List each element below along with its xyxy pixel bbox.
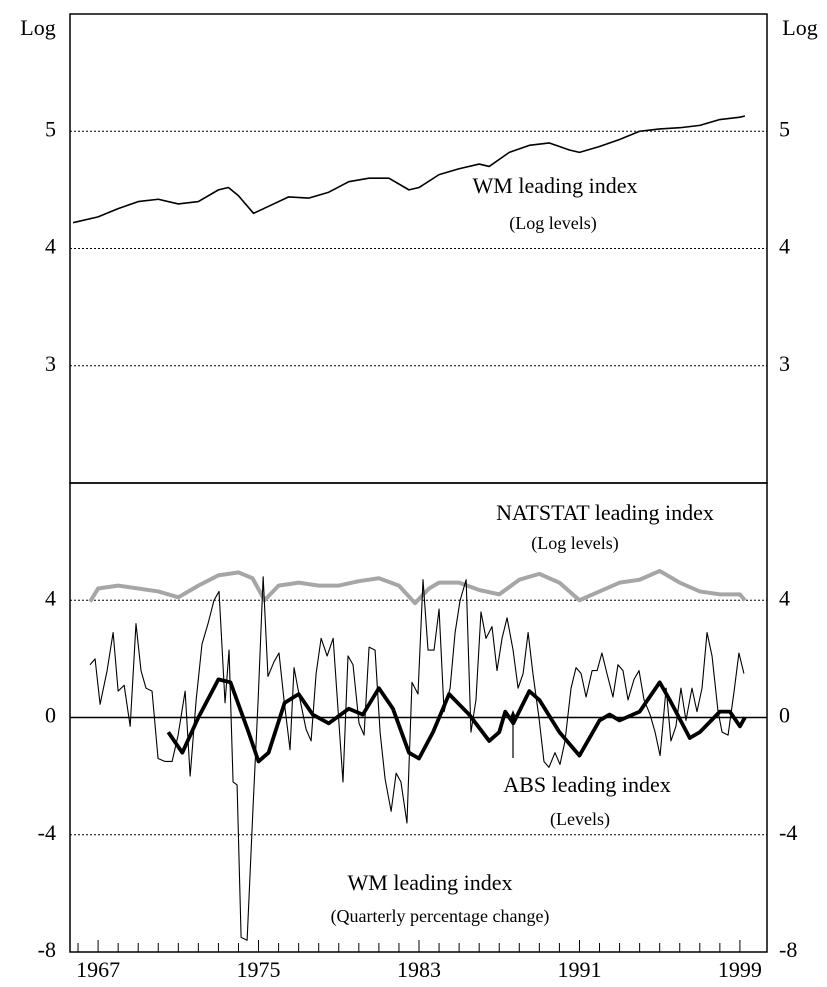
y2-tick-label: -8: [779, 937, 797, 962]
y2-tick-label: -4: [779, 820, 797, 845]
x-tick-label: 1975: [237, 957, 281, 982]
x-tick-label: 1967: [76, 957, 120, 982]
annotation: (Log levels): [509, 213, 596, 234]
annotation: WM leading index: [348, 870, 513, 895]
y-tick-label: 3: [45, 351, 56, 376]
y-tick-label: 4: [45, 234, 56, 259]
data-line: [166, 677, 747, 764]
y2-tick-label: 4: [779, 585, 790, 610]
x-tick-label: 1983: [397, 957, 441, 982]
annotation: (Log levels): [531, 533, 618, 554]
data-line: [88, 568, 747, 606]
y2-tick-label: 4: [779, 234, 790, 259]
data-line: [89, 576, 745, 941]
y2-tick-label: 0: [779, 703, 790, 728]
y-tick-label: -8: [38, 937, 56, 962]
y-tick-label: -4: [38, 820, 56, 845]
x-tick-label: 1999: [718, 957, 762, 982]
y2-tick-label: 3: [779, 351, 790, 376]
annotation: (Quarterly percentage change): [331, 906, 550, 927]
annotation: ABS leading index: [503, 772, 670, 797]
annotation: WM leading index: [473, 173, 638, 198]
data-line: [72, 115, 746, 224]
y2-tick-label: 5: [779, 116, 790, 141]
y-axis-label: Log: [20, 15, 55, 40]
plot-frame: [69, 482, 768, 953]
annotation: (Levels): [550, 809, 610, 830]
y-tick-label: 0: [45, 703, 56, 728]
y2-axis-label: Log: [782, 15, 817, 40]
annotation: NATSTAT leading index: [496, 500, 714, 525]
y-tick-label: 5: [45, 116, 56, 141]
x-tick-label: 1991: [557, 957, 601, 982]
y-tick-label: 4: [45, 585, 56, 610]
